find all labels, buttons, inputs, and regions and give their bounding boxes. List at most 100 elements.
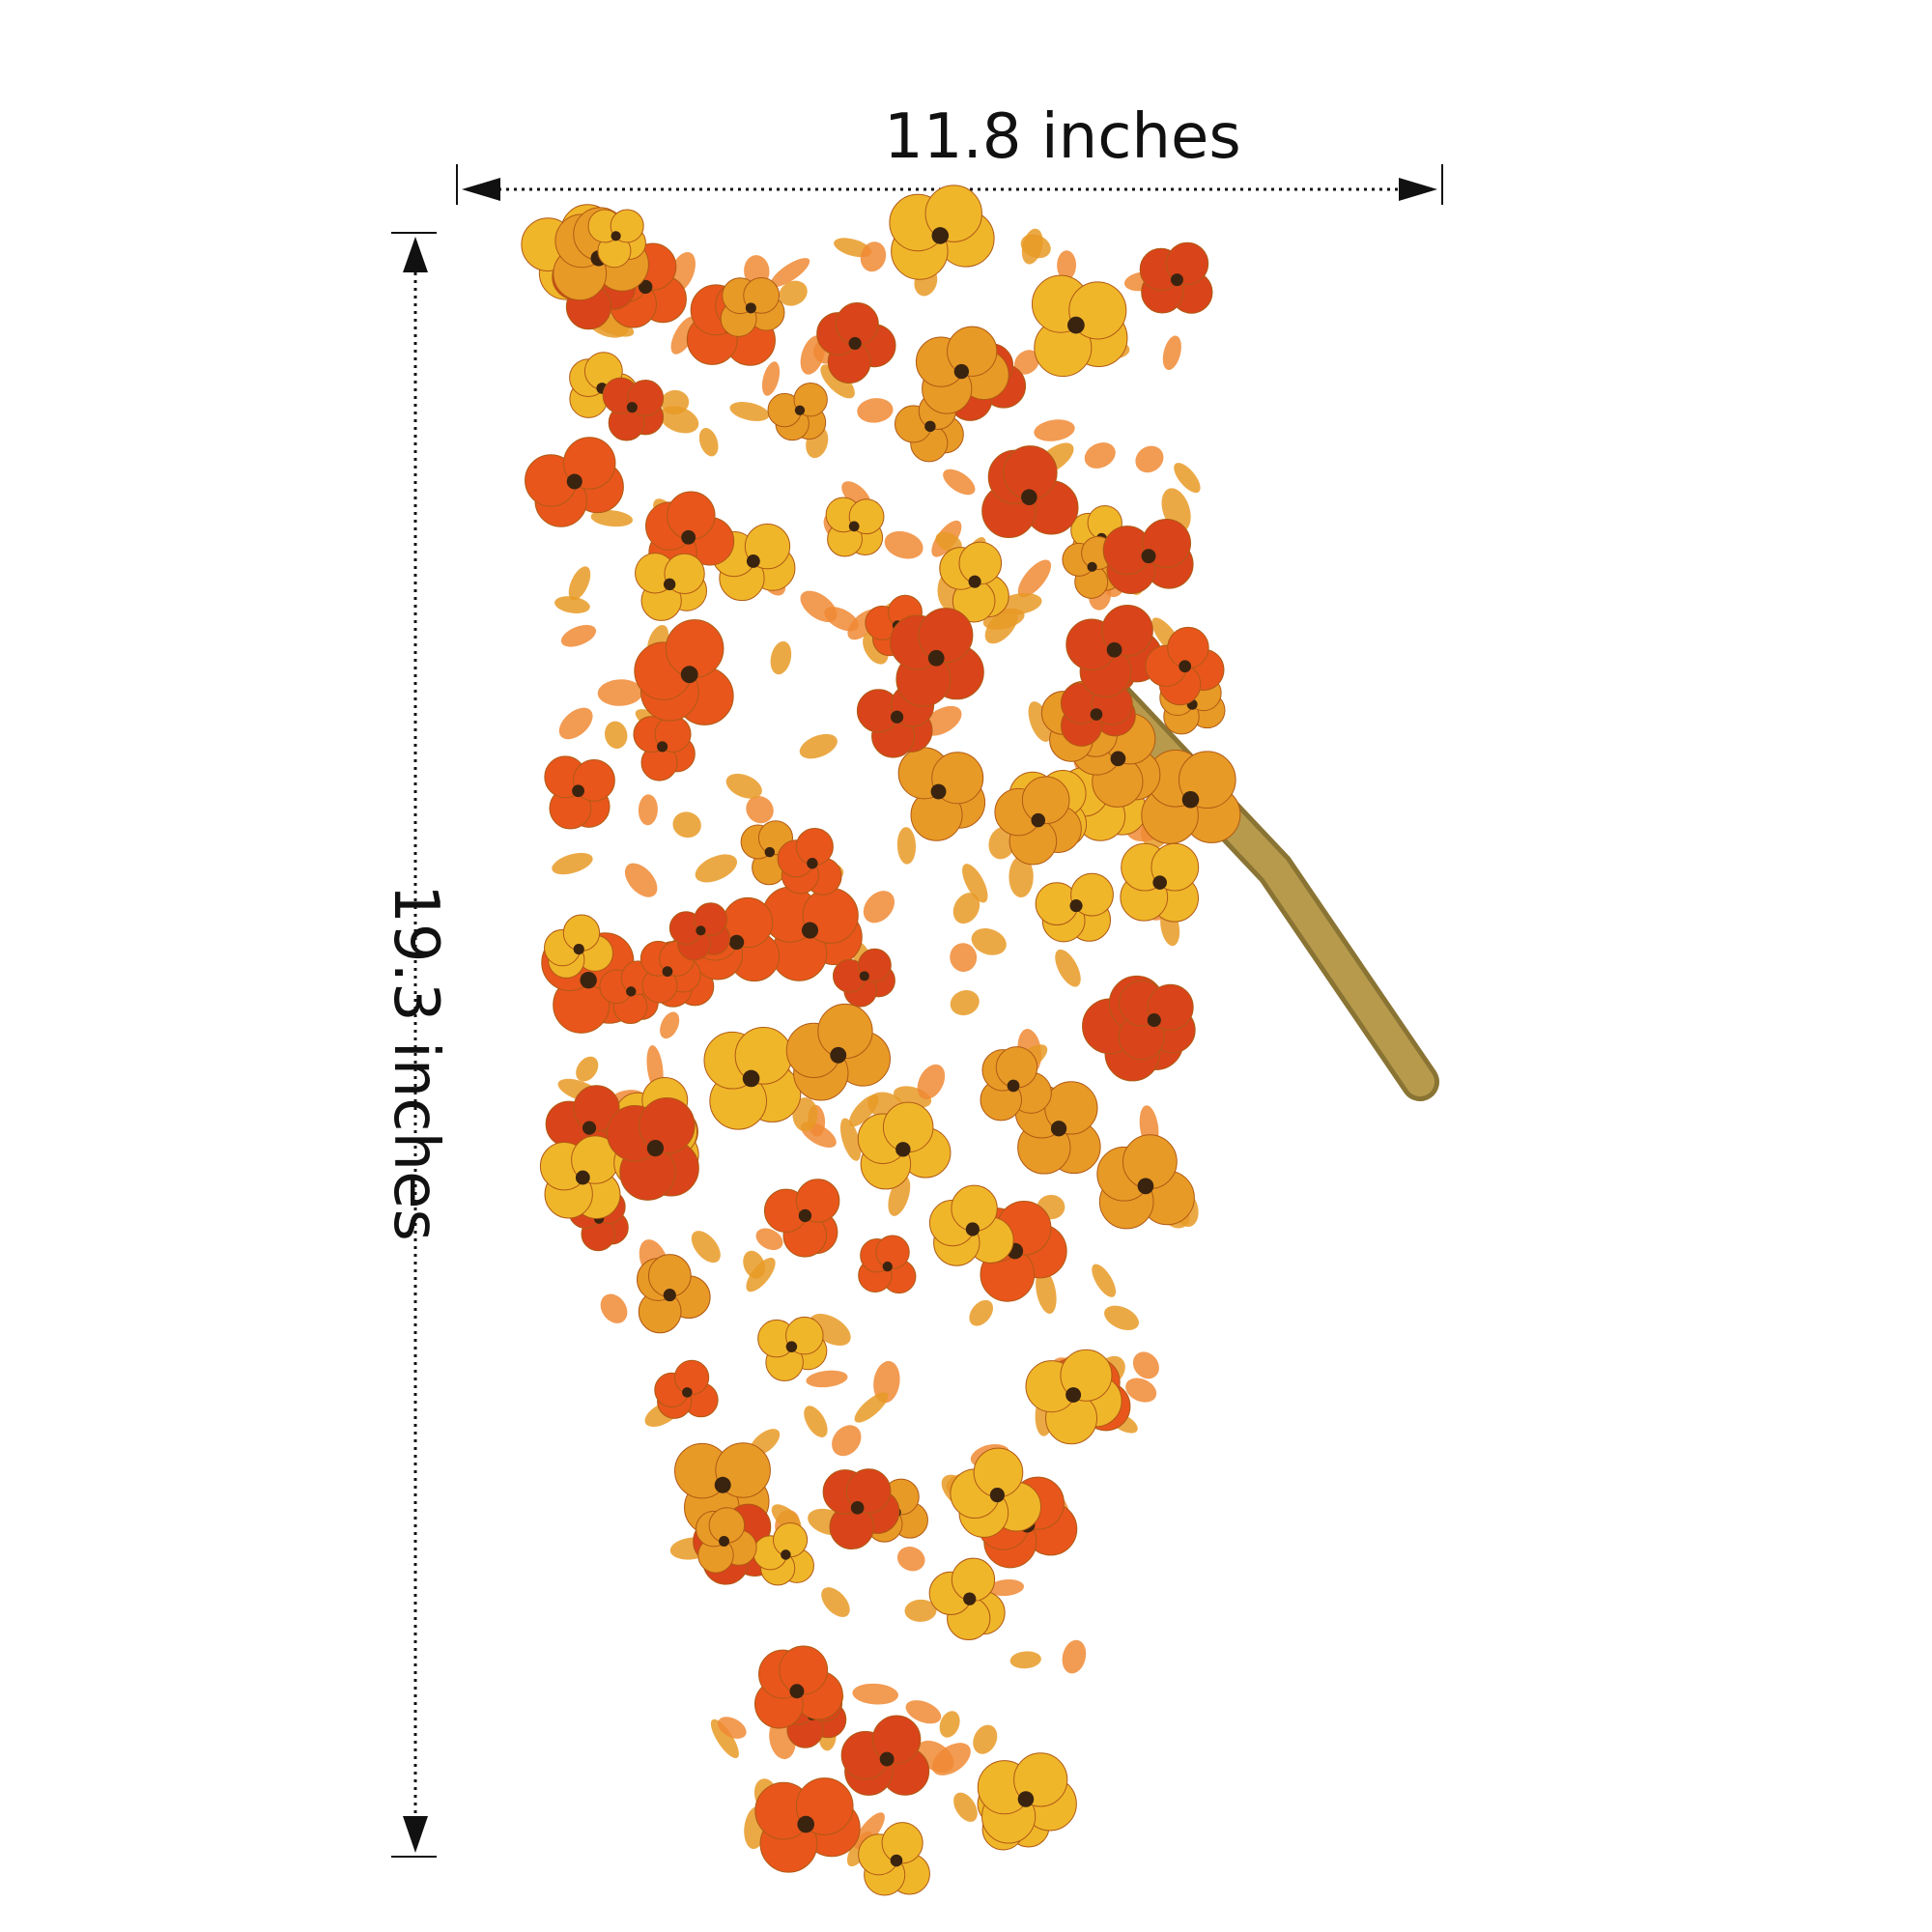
leaf (746, 795, 774, 824)
leaf (873, 1360, 900, 1404)
leaf (576, 1056, 599, 1082)
flower (720, 276, 785, 337)
flower (832, 948, 895, 1008)
flower (816, 301, 896, 384)
flower (915, 326, 1009, 414)
arrow-up-icon (403, 237, 428, 272)
arrow-right-icon (1399, 178, 1437, 201)
leaf (1021, 228, 1043, 265)
leaf (558, 707, 593, 740)
flower (753, 1645, 843, 1729)
leaf (854, 1392, 889, 1423)
leaf (755, 1228, 783, 1251)
arrow-down-icon (403, 1816, 428, 1853)
flower (840, 1715, 930, 1796)
leaf (896, 827, 917, 865)
flower (599, 960, 659, 1025)
flower (1031, 274, 1128, 378)
arrow-left-icon (462, 178, 500, 201)
leaf (939, 1711, 960, 1738)
leaf (962, 864, 988, 903)
flower (633, 715, 696, 781)
flower (757, 1316, 828, 1382)
leaf (1132, 1351, 1159, 1379)
leaf (1017, 559, 1052, 598)
flower (753, 1521, 814, 1586)
flower (1025, 1349, 1122, 1445)
leaf (857, 398, 894, 423)
flower (1102, 519, 1194, 594)
leaf (860, 242, 887, 272)
flower (977, 1752, 1077, 1844)
flower (544, 755, 615, 830)
leaf (800, 590, 838, 622)
flower (703, 1027, 802, 1130)
flower (654, 1359, 719, 1419)
width-label: 11.8 inches (884, 101, 1241, 173)
flower (1065, 604, 1163, 697)
flower (668, 902, 731, 961)
leaf (1084, 442, 1116, 469)
leaf (973, 1724, 998, 1754)
leaf (761, 361, 781, 396)
flower (825, 497, 885, 557)
leaf (717, 1717, 747, 1739)
leaf (1057, 250, 1077, 280)
leaf (568, 566, 591, 601)
leaf (698, 428, 719, 457)
leaf (560, 624, 597, 647)
leaf (1034, 419, 1075, 441)
flower (777, 827, 842, 895)
flower (1141, 749, 1241, 844)
flower (539, 1135, 621, 1219)
leaf (848, 1094, 879, 1127)
leaf (1162, 335, 1181, 371)
leaf (638, 794, 658, 826)
flower (763, 1179, 840, 1258)
leaf (1174, 463, 1201, 494)
flower (637, 1254, 711, 1334)
flower (754, 1777, 861, 1873)
leaf (590, 509, 634, 527)
leaf (729, 402, 770, 421)
flower (858, 1822, 930, 1896)
hanging-flower-plant (521, 185, 1241, 1896)
leaf (1055, 949, 1081, 987)
leaf (969, 1299, 994, 1326)
leaf (597, 679, 643, 706)
leaf (1092, 1264, 1117, 1297)
flower (1035, 872, 1114, 943)
flower (711, 523, 796, 602)
flower (858, 1235, 917, 1294)
leaf (943, 469, 976, 496)
flower (525, 437, 624, 527)
leaf (971, 928, 1007, 955)
flower (767, 382, 828, 441)
flower (635, 553, 707, 621)
leaf (988, 826, 1016, 860)
leaf (770, 258, 810, 288)
leaf (1036, 1268, 1057, 1314)
flower (897, 747, 986, 841)
flower (587, 209, 646, 269)
leaf (806, 1370, 848, 1388)
flower (602, 377, 665, 441)
flower (634, 619, 734, 725)
leaf (725, 773, 762, 799)
leaf (884, 530, 923, 559)
leaf (554, 596, 590, 613)
flower (1120, 842, 1200, 923)
leaf (691, 1231, 721, 1264)
leaf (695, 854, 737, 883)
flower (544, 914, 613, 979)
leaf (935, 531, 962, 553)
leaf (672, 811, 701, 838)
leaf (950, 943, 978, 972)
flower (994, 776, 1082, 866)
flower (696, 1507, 757, 1574)
leaf (746, 1257, 776, 1293)
leaf (952, 893, 980, 924)
flower (1139, 242, 1213, 314)
flower (939, 541, 1009, 623)
leaf (604, 721, 628, 749)
